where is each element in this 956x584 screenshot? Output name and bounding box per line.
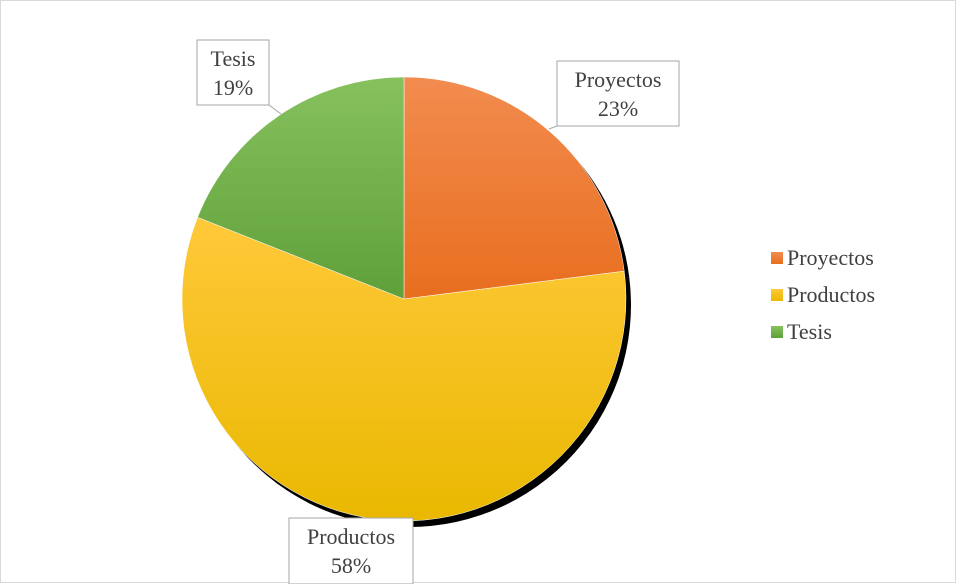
data-label-percent-tesis: 19% bbox=[213, 75, 253, 100]
legend-item-proyectos: Proyectos bbox=[771, 239, 875, 276]
legend-swatch-proyectos bbox=[771, 252, 783, 264]
legend-item-productos: Productos bbox=[771, 276, 875, 313]
leader-line-proyectos bbox=[549, 126, 557, 129]
legend-label-proyectos: Proyectos bbox=[787, 245, 874, 271]
legend-label-tesis: Tesis bbox=[787, 319, 832, 345]
data-label-category-tesis: Tesis bbox=[211, 46, 256, 71]
legend-swatch-tesis bbox=[771, 326, 783, 338]
data-label-category-proyectos: Proyectos bbox=[575, 67, 662, 92]
data-label-percent-productos: 58% bbox=[331, 553, 371, 578]
leader-line-tesis bbox=[269, 105, 281, 114]
legend: Proyectos Productos Tesis bbox=[771, 239, 875, 350]
data-label-percent-proyectos: 23% bbox=[598, 96, 638, 121]
legend-swatch-productos bbox=[771, 289, 783, 301]
legend-item-tesis: Tesis bbox=[771, 313, 875, 350]
legend-label-productos: Productos bbox=[787, 282, 875, 308]
data-label-category-productos: Productos bbox=[307, 524, 395, 549]
